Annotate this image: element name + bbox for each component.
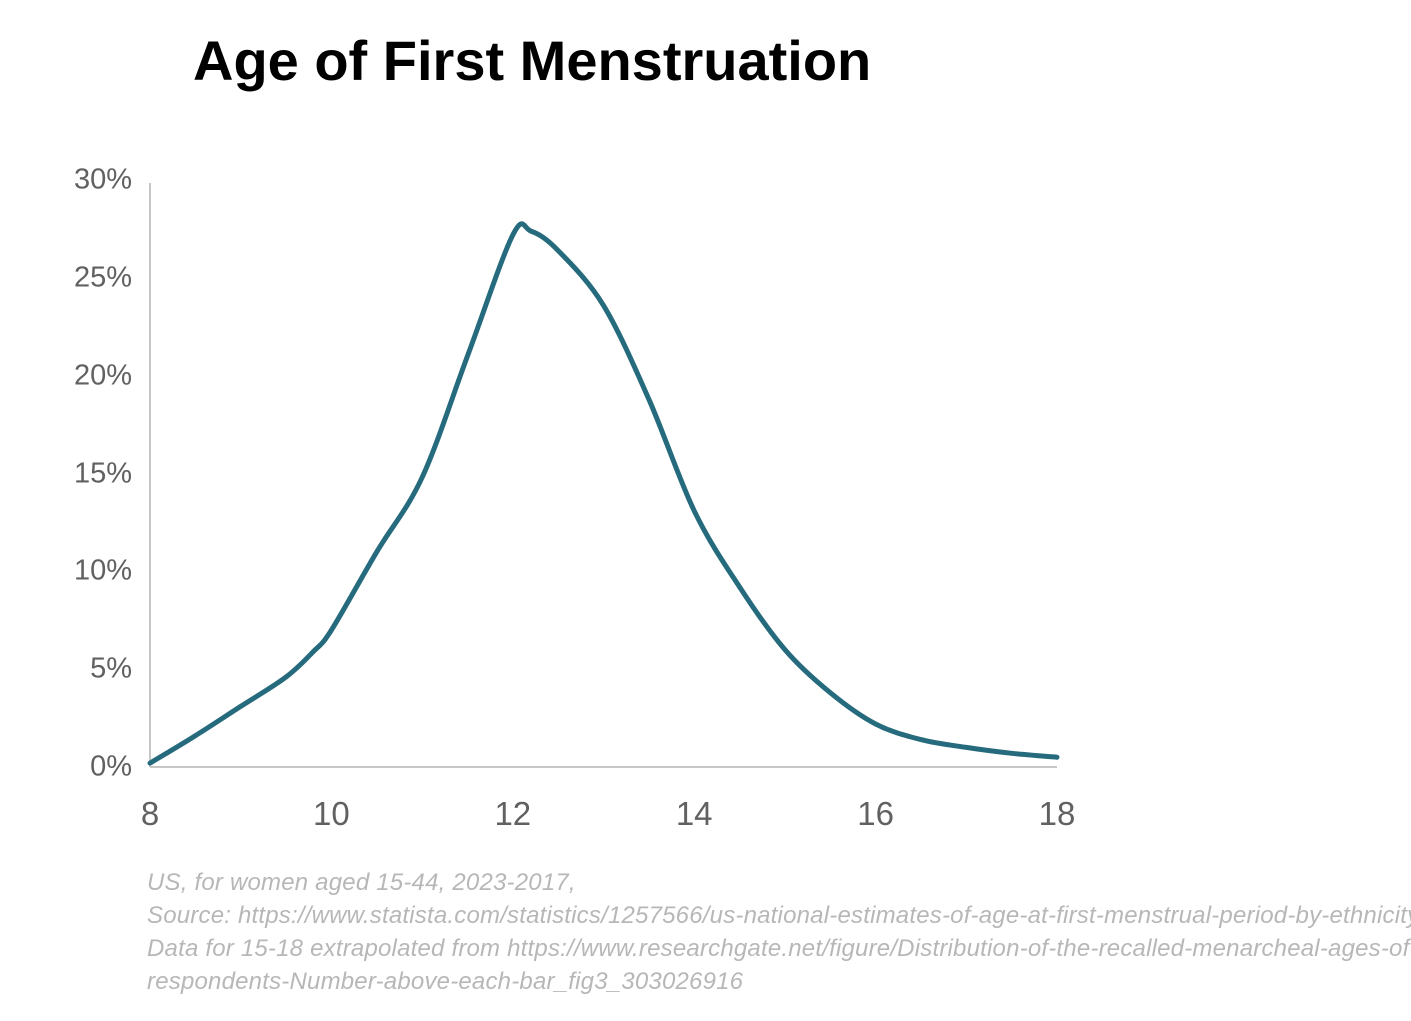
chart-title: Age of First Menstruation [193, 29, 872, 92]
distribution-curve [147, 221, 1060, 766]
source-note: US, for women aged 15-44, 2023-2017, Sou… [147, 866, 1411, 998]
x-tick-label: 12 [494, 795, 532, 832]
source-note-line: respondents-Number-above-each-bar_fig3_3… [147, 968, 744, 995]
x-tick-label: 8 [140, 795, 160, 832]
y-tick-label: 25% [73, 261, 132, 294]
y-tick-label: 0% [90, 750, 132, 783]
y-tick-label: 20% [73, 359, 132, 392]
y-tick-label: 30% [73, 163, 132, 196]
x-tick-label: 18 [1038, 795, 1076, 832]
x-tick-label: 14 [675, 795, 713, 832]
y-tick-label: 15% [73, 457, 132, 490]
x-tick-label: 16 [857, 795, 894, 832]
source-note-line: US, for women aged 15-44, 2023-2017, [147, 869, 576, 896]
y-tick-label: 5% [90, 652, 132, 685]
y-tick-label: 10% [73, 554, 132, 587]
source-note-line: Source: https://www.statista.com/statist… [147, 902, 1411, 929]
x-tick-label: 10 [313, 795, 350, 832]
source-note-line: Data for 15-18 extrapolated from https:/… [147, 935, 1411, 962]
